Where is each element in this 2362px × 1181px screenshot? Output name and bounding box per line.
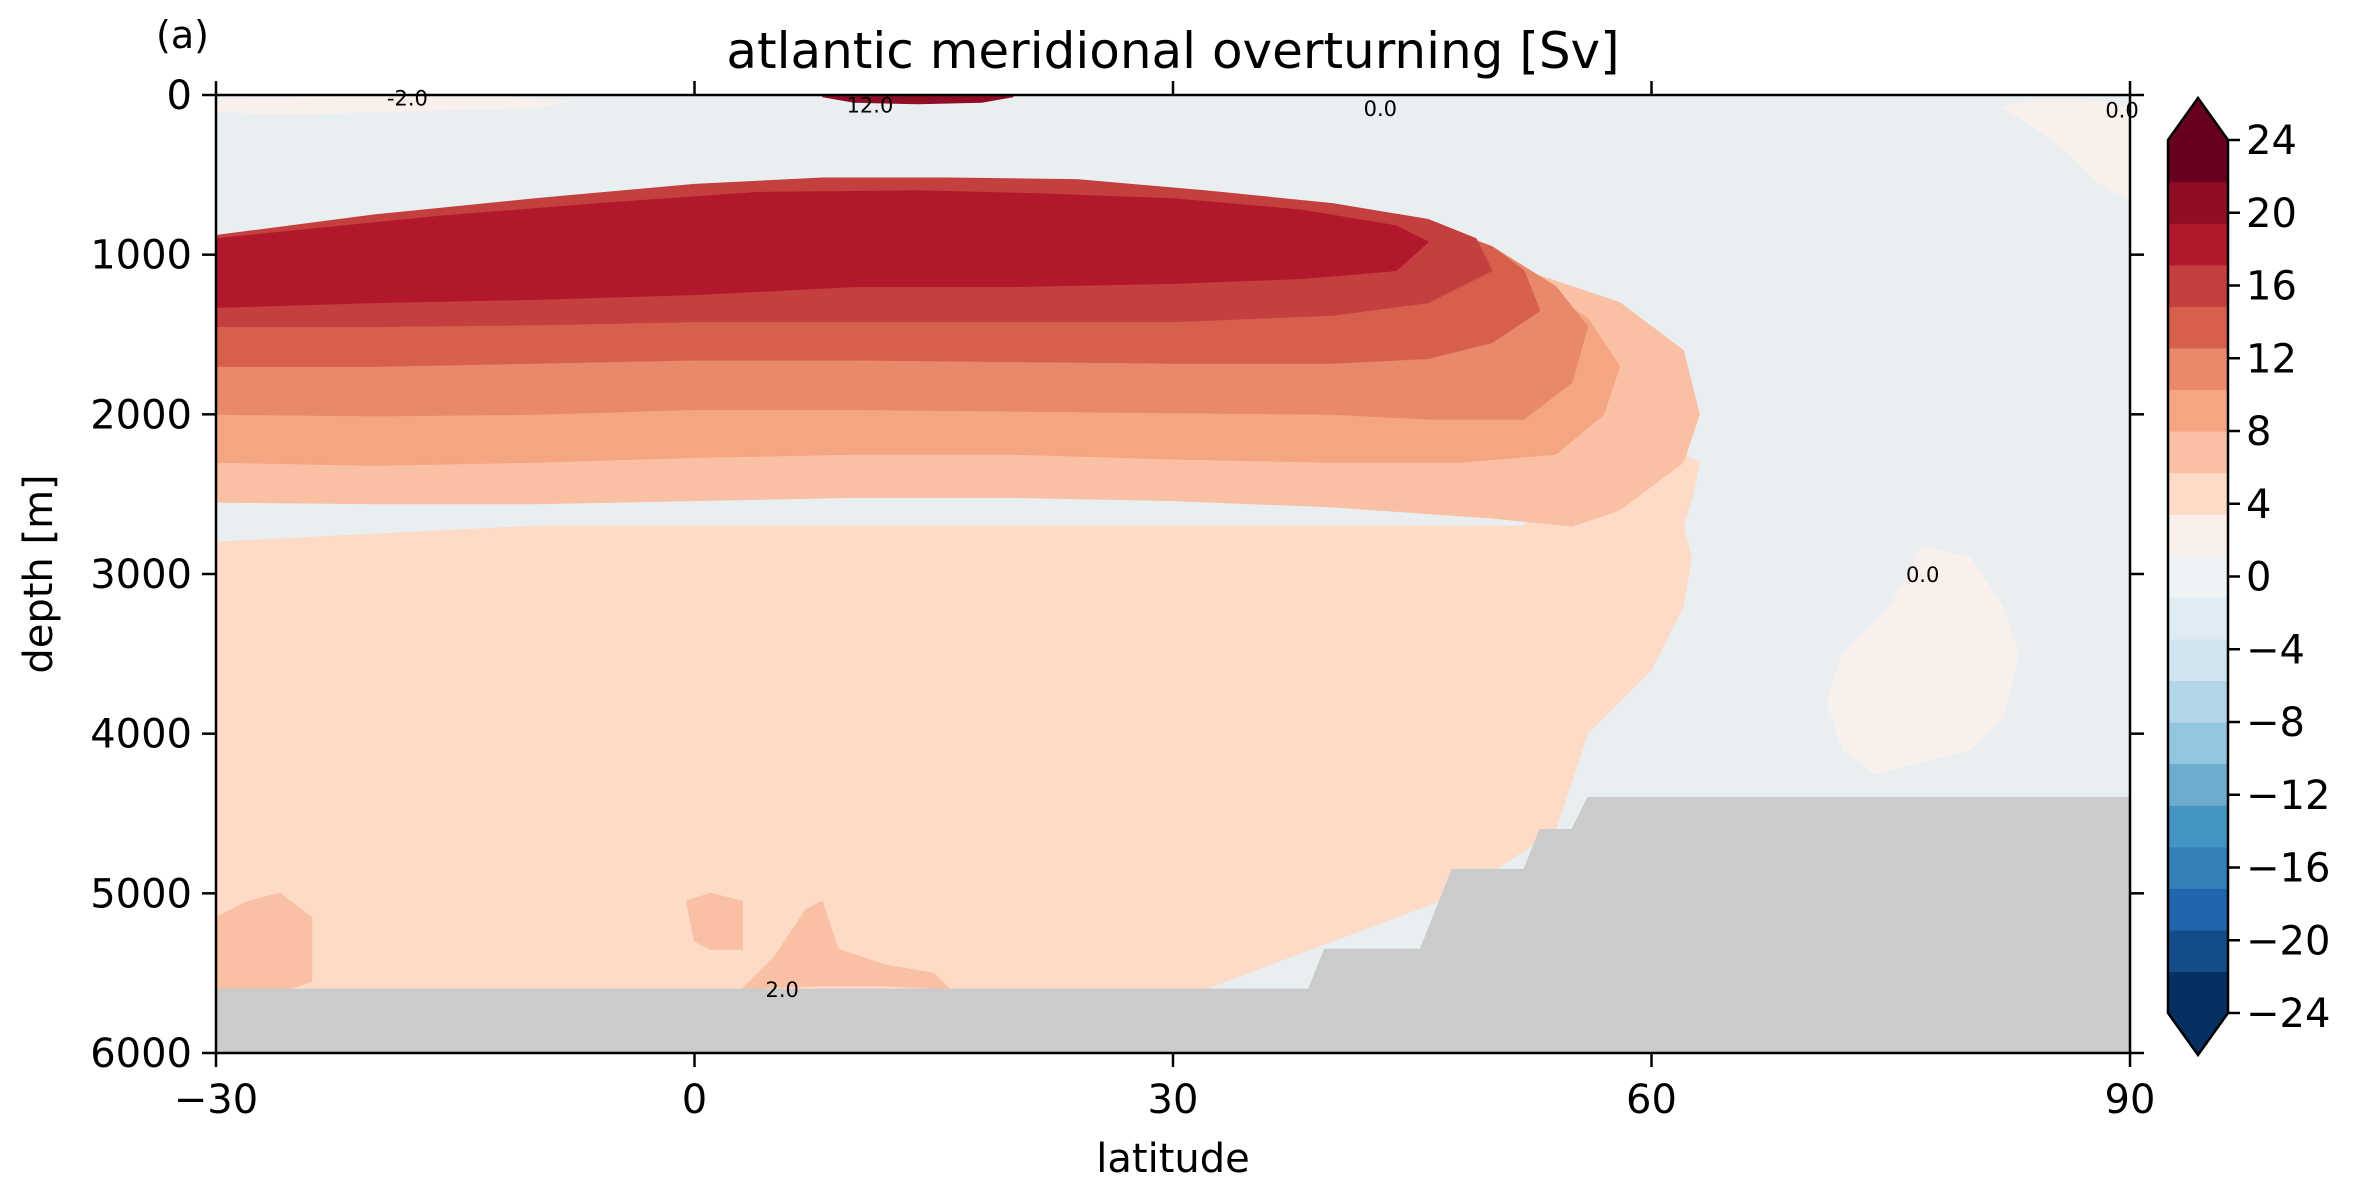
y-tick-label: 3000 [90,552,192,598]
y-tick-label: 6000 [90,1031,192,1077]
panel-label: (a) [156,13,209,57]
colorbar-tick-label: 4 [2246,482,2271,528]
chart-title: atlantic meridional overturning [Sv] [726,22,1619,80]
colorbar-tick-label: 12 [2246,336,2297,382]
colorbar-level [2168,389,2228,432]
contour-region-12-8 [216,190,1430,308]
contour-region--2-10 [216,96,567,115]
x-tick-label: 30 [1148,1077,1199,1123]
colorbar-tick-label: −8 [2246,700,2305,746]
colorbar-level [2168,763,2228,806]
colorbar-level [2168,140,2228,183]
colorbar-tick-label: 24 [2246,118,2297,164]
x-axis-label: latitude [1096,1136,1249,1181]
x-tick-label: 0 [682,1077,707,1123]
colorbar-level [2168,888,2228,931]
x-tick-label: −30 [174,1077,258,1123]
colorbar-level [2168,846,2228,889]
y-tick-label: 5000 [90,871,192,917]
x-tick-label: 60 [1626,1077,1677,1123]
colorbar-level [2168,472,2228,515]
contour-region--2-11 [2001,99,2129,200]
colorbar-level [2168,347,2228,391]
colorbar-level [2168,722,2228,765]
colorbar-tick-label: −16 [2246,846,2330,892]
colorbar-tick-label: 0 [2246,555,2271,601]
contour-labels: -2.0 12.0 0.0 0.0 0.0 2.0 [387,86,2139,1002]
colorbar-extend-min [2168,1013,2228,1055]
colorbar-tick-label: −12 [2246,773,2330,819]
colorbar-level [2168,638,2228,682]
colorbar-level [2168,805,2228,848]
y-tick-label: 1000 [90,233,192,279]
overturning-field [216,95,2129,998]
colorbar-level [2168,223,2228,266]
colorbar-tick-label: 16 [2246,264,2297,310]
y-tick-label: 0 [167,73,192,119]
colorbar-level [2168,971,2228,1014]
colorbar-level [2168,680,2228,723]
colorbar-extend-max [2168,98,2228,140]
colorbar: 24 20 16 12 8 4 0 −4 −8 −12 −16 −20 −24 [2166,95,2330,1058]
y-axis-label: depth [m] [16,474,62,673]
contour-label: 0.0 [1906,563,1939,587]
colorbar-level [2168,431,2228,474]
colorbar-level [2168,514,2228,557]
colorbar-tick-label: −4 [2246,627,2305,673]
colorbar-level [2168,264,2228,307]
contour-region-2-14 [741,900,951,990]
x-tick-label: 90 [2105,1077,2156,1123]
colorbar-tick-label: 8 [2246,409,2271,455]
contour-label: -2.0 [387,86,428,110]
y-tick-label: 4000 [90,712,192,758]
contour-region-2-13 [685,892,743,950]
colorbar-level [2168,597,2228,640]
colorbar-level [2168,555,2228,598]
colorbar-level [2168,306,2228,349]
contour-label: 12.0 [847,94,894,118]
plot-area: -2.0 12.0 0.0 0.0 0.0 2.0 [214,86,2139,1055]
ocean-bottom-topography [216,797,2130,1053]
colorbar-level [2168,929,2228,973]
colorbar-level [2168,181,2228,224]
contour-label: 0.0 [2105,98,2138,122]
topography-mask [216,797,2130,1053]
contour-region--2-2 [1826,544,2019,775]
contour-label: 0.0 [1364,97,1397,121]
y-axis: 0 1000 2000 3000 4000 5000 6000 [90,73,2144,1077]
colorbar-tick-label: 20 [2246,191,2297,237]
y-tick-label: 2000 [90,392,192,438]
colorbar-tick-label: −24 [2246,991,2330,1037]
contour-label: 2.0 [766,978,799,1002]
x-axis: −30 0 30 60 90 [174,81,2156,1123]
colorbar-tick-label: −20 [2246,918,2330,964]
